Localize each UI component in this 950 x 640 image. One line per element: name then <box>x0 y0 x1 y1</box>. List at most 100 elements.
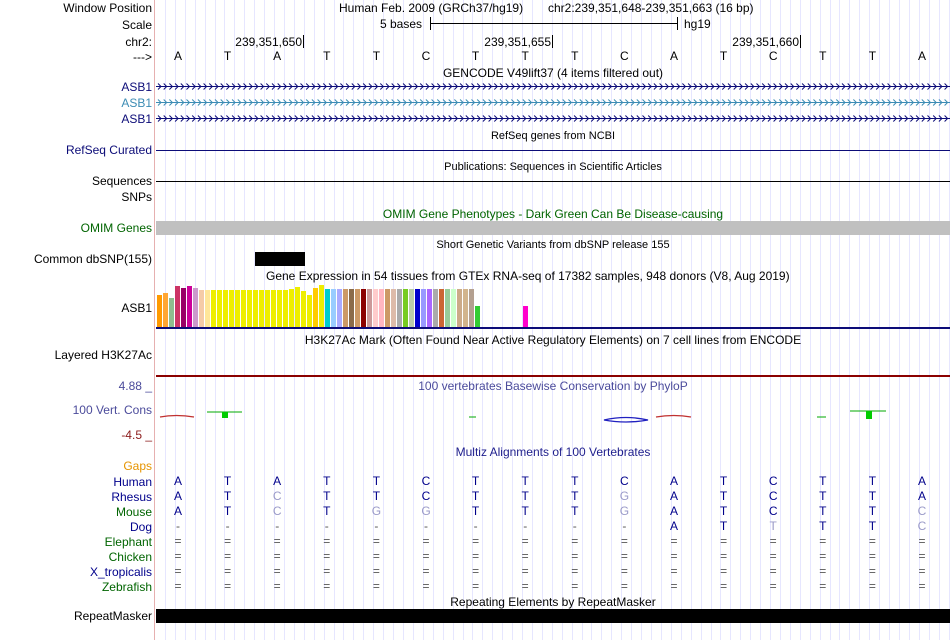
gtex-tissue-bar[interactable] <box>367 289 372 327</box>
gtex-tissue-bar[interactable] <box>199 290 204 327</box>
gtex-tissue-bar[interactable] <box>313 288 318 327</box>
gaps-label[interactable]: Gaps <box>123 459 152 473</box>
phylop-plot[interactable] <box>156 404 950 426</box>
gtex-tissue-bar[interactable] <box>277 290 282 327</box>
gtex-tissue-bar[interactable] <box>475 306 480 327</box>
phylop-label[interactable]: 100 Vert. Cons <box>72 403 152 417</box>
gtex-tissue-bar[interactable] <box>325 289 330 327</box>
dbsnp-variant-bar[interactable] <box>255 252 305 266</box>
gtex-tissue-bar[interactable] <box>373 289 378 327</box>
gtex-tissue-bar[interactable] <box>271 290 276 327</box>
gtex-tissue-bar[interactable] <box>391 289 396 327</box>
pubs-track-title[interactable]: Publications: Sequences in Scientific Ar… <box>444 161 662 173</box>
gencode-item-label-2[interactable]: ASB1 <box>121 96 152 110</box>
gtex-tissue-bar[interactable] <box>283 290 288 327</box>
gtex-tissue-bar[interactable] <box>463 289 468 327</box>
omim-label[interactable]: OMIM Genes <box>80 221 152 235</box>
gtex-tissue-bar[interactable] <box>175 286 180 327</box>
gencode-track-title[interactable]: GENCODE V49lift37 (4 items filtered out) <box>442 66 664 80</box>
gtex-tissue-bar[interactable] <box>343 289 348 327</box>
gtex-tissue-bar[interactable] <box>217 290 222 327</box>
multiz-species-label[interactable]: Mouse <box>115 505 152 519</box>
gtex-tissue-bar[interactable] <box>337 289 342 327</box>
gtex-tissue-bar[interactable] <box>265 290 270 327</box>
refseq-label[interactable]: RefSeq Curated <box>65 143 152 157</box>
gtex-tissue-bar[interactable] <box>169 298 174 327</box>
multiz-species-label[interactable]: Dog <box>129 520 152 534</box>
gtex-tissue-bar[interactable] <box>457 289 462 327</box>
gtex-tissue-bar[interactable] <box>403 289 408 327</box>
gtex-track-title[interactable]: Gene Expression in 54 tissues from GTEx … <box>266 269 790 283</box>
multiz-species-label[interactable]: Zebrafish <box>101 580 152 594</box>
phylop-track-title[interactable]: 100 vertebrates Basewise Conservation by… <box>418 379 688 393</box>
multiz-base: = <box>224 564 232 578</box>
gtex-tissue-bar[interactable] <box>241 290 246 327</box>
multiz-species-label[interactable]: X_tropicalis <box>89 565 152 579</box>
gtex-tissue-bar[interactable] <box>397 289 402 327</box>
omim-track-title[interactable]: OMIM Gene Phenotypes - Dark Green Can Be… <box>382 207 724 221</box>
repeat-label[interactable]: RepeatMasker <box>73 609 152 623</box>
multiz-base: = <box>620 549 628 563</box>
gtex-tissue-bar[interactable] <box>445 289 450 327</box>
dbsnp-track-title[interactable]: Short Genetic Variants from dbSNP releas… <box>436 239 670 251</box>
gtex-tissue-bar[interactable] <box>295 287 300 327</box>
gtex-tissue-bar[interactable] <box>187 286 192 327</box>
gtex-tissue-bar[interactable] <box>523 306 528 327</box>
gtex-tissue-bar[interactable] <box>427 289 432 327</box>
repeat-track-title[interactable]: Repeating Elements by RepeatMasker <box>450 595 656 609</box>
gtex-tissue-bar[interactable] <box>361 289 366 327</box>
multiz-track-title[interactable]: Multiz Alignments of 100 Vertebrates <box>455 445 651 459</box>
gencode-transcript-3[interactable] <box>156 114 950 123</box>
gtex-tissue-bar[interactable] <box>349 289 354 327</box>
gtex-tissue-bar[interactable] <box>433 289 438 327</box>
repeat-element-bar[interactable] <box>156 609 950 623</box>
gtex-tissue-bar[interactable] <box>301 291 306 327</box>
gtex-tissue-bar[interactable] <box>223 290 228 327</box>
gtex-tissue-bar[interactable] <box>181 288 186 327</box>
multiz-species-label[interactable]: Elephant <box>104 535 152 549</box>
pubs-line[interactable] <box>156 181 950 182</box>
gencode-item-label-1[interactable]: ASB1 <box>121 80 152 94</box>
refseq-gene-line[interactable] <box>156 150 950 151</box>
gtex-tissue-bar[interactable] <box>235 290 240 327</box>
gtex-label[interactable]: ASB1 <box>121 301 152 315</box>
h3k-track-title[interactable]: H3K27Ac Mark (Often Found Near Active Re… <box>304 333 802 347</box>
guide-line <box>641 0 643 640</box>
gtex-tissue-bar[interactable] <box>355 289 360 327</box>
gtex-tissue-bar[interactable] <box>205 290 210 327</box>
gtex-tissue-bar[interactable] <box>409 289 414 327</box>
gtex-tissue-bar[interactable] <box>163 293 168 327</box>
gtex-tissue-bar[interactable] <box>469 289 474 327</box>
pubs-label[interactable]: Sequences <box>91 174 152 188</box>
gtex-tissue-bar[interactable] <box>421 289 426 327</box>
gtex-tissue-bar[interactable] <box>307 295 312 327</box>
multiz-species-label[interactable]: Chicken <box>108 550 152 564</box>
gtex-tissue-bar[interactable] <box>415 289 420 327</box>
gtex-tissue-bar[interactable] <box>211 290 216 327</box>
h3k-signal-line[interactable] <box>156 375 950 377</box>
gtex-tissue-bar[interactable] <box>157 295 162 327</box>
refseq-track-title[interactable]: RefSeq genes from NCBI <box>490 130 616 142</box>
gtex-tissue-bar[interactable] <box>331 289 336 327</box>
gtex-tissue-bar[interactable] <box>259 290 264 327</box>
snps-label[interactable]: SNPs <box>121 190 152 204</box>
gtex-tissue-bar[interactable] <box>193 288 198 327</box>
gtex-tissue-bar[interactable] <box>253 290 258 327</box>
gencode-item-label-3[interactable]: ASB1 <box>121 112 152 126</box>
multiz-species-label[interactable]: Rhesus <box>111 490 152 504</box>
gtex-tissue-bar[interactable] <box>379 289 384 327</box>
gtex-tissue-bar[interactable] <box>385 289 390 327</box>
gtex-tissue-bar[interactable] <box>439 289 444 327</box>
gtex-tissue-bar[interactable] <box>247 290 252 327</box>
gencode-transcript-2[interactable] <box>156 98 950 107</box>
gtex-tissue-bar[interactable] <box>229 290 234 327</box>
omim-phenotype-bar[interactable] <box>156 221 950 235</box>
dbsnp-label[interactable]: Common dbSNP(155) <box>33 252 152 266</box>
gtex-tissue-bar[interactable] <box>319 285 324 327</box>
multiz-species-label[interactable]: Human <box>113 475 152 489</box>
gencode-transcript-1[interactable] <box>156 82 950 91</box>
gtex-tissue-bar[interactable] <box>289 289 294 327</box>
h3k-label[interactable]: Layered H3K27Ac <box>54 348 152 362</box>
gtex-tissue-bar[interactable] <box>451 289 456 327</box>
